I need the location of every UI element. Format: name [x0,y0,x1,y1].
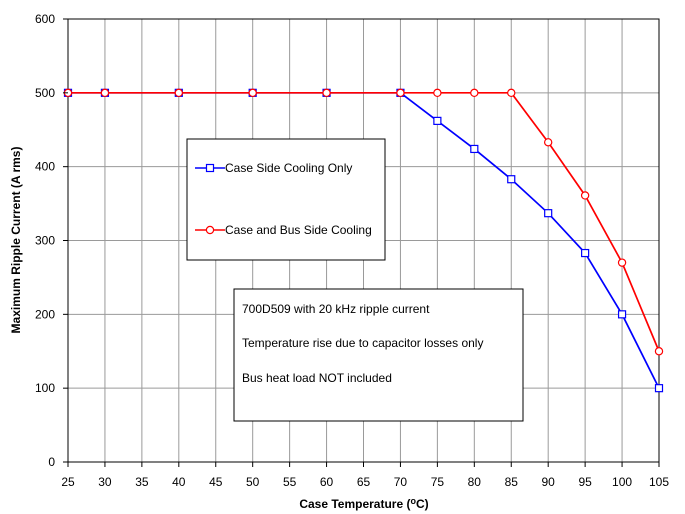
x-axis-title-suffix: C) [416,497,429,511]
data-point-circle-1-4 [322,88,331,98]
data-point-circle-1-10 [580,191,590,200]
x-tick-label-80: 80 [468,475,482,489]
legend-label-case-side-cooling: Case Side Cooling Only [225,161,352,175]
data-point-circle-1-1 [100,88,110,98]
x-tick-label-70: 70 [394,475,408,489]
y-tick-label-0: 0 [48,455,55,469]
y-axis-title: Maximum Ripple Current (A rms) [9,147,23,334]
data-point-circle-1-5 [396,88,405,98]
data-point-circle-1-8 [507,88,516,98]
annotation-line-3: Bus heat load NOT included [242,371,392,385]
data-point-square-0-6 [433,116,442,125]
x-tick-label-90: 90 [542,475,556,489]
x-tick-label-105: 105 [649,475,669,489]
series-layer [63,88,664,393]
data-point-square-0-9 [544,209,553,218]
annotation-line-1: 700D509 with 20 kHz ripple current [242,302,430,316]
data-point-circle-1-9 [543,138,553,147]
legend-box: Case Side Cooling Only Case and Bus Side… [186,138,386,261]
data-point-circle-1-12 [654,347,664,356]
data-point-square-0-8 [507,175,516,184]
x-tick-label-100: 100 [612,475,632,489]
legend-marker-square [205,163,215,173]
x-tick-label-60: 60 [320,475,334,489]
y-tick-label-200: 200 [35,307,55,321]
annotation-line-2: Temperature rise due to capacitor losses… [242,336,483,350]
y-tick-label-400: 400 [35,160,55,174]
y-tick-label-600: 600 [35,12,55,26]
x-tick-label-85: 85 [505,475,519,489]
x-tick-label-65: 65 [357,475,371,489]
x-tick-label-45: 45 [209,475,223,489]
x-tick-label-95: 95 [578,475,592,489]
x-axis-title-prefix: Case Temperature ( [299,497,410,511]
x-tick-label-25: 25 [61,475,75,489]
data-point-square-0-10 [581,248,590,258]
data-point-circle-1-2 [174,88,184,98]
annotation-box: 700D509 with 20 kHz ripple current Tempe… [233,288,524,422]
x-tick-label-50: 50 [246,475,260,489]
data-point-circle-1-6 [433,88,442,98]
data-point-square-0-7 [470,144,479,154]
x-axis-title-superscript: o [410,496,416,506]
data-point-square-0-12 [654,384,664,393]
legend-label-case-and-bus-side-cooling: Case and Bus Side Cooling [225,223,372,237]
x-tick-label-35: 35 [135,475,149,489]
y-tick-label-300: 300 [35,234,55,248]
x-tick-label-30: 30 [98,475,112,489]
data-point-circle-1-3 [248,88,257,98]
y-tick-label-500: 500 [35,86,55,100]
data-point-circle-1-11 [617,258,627,267]
x-axis-title: Case Temperature (oC) [299,496,428,511]
y-tick-label-100: 100 [35,381,55,395]
x-tick-label-75: 75 [431,475,445,489]
data-point-square-0-11 [617,310,627,319]
x-tick-label-40: 40 [172,475,186,489]
x-tick-label-55: 55 [283,475,297,489]
legend-marker-circle [205,225,215,235]
ticks-layer: 25 30 35 40 45 50 55 60 65 70 75 80 85 90 95 100 105 0 100… [35,12,669,489]
data-point-circle-1-7 [470,88,479,98]
